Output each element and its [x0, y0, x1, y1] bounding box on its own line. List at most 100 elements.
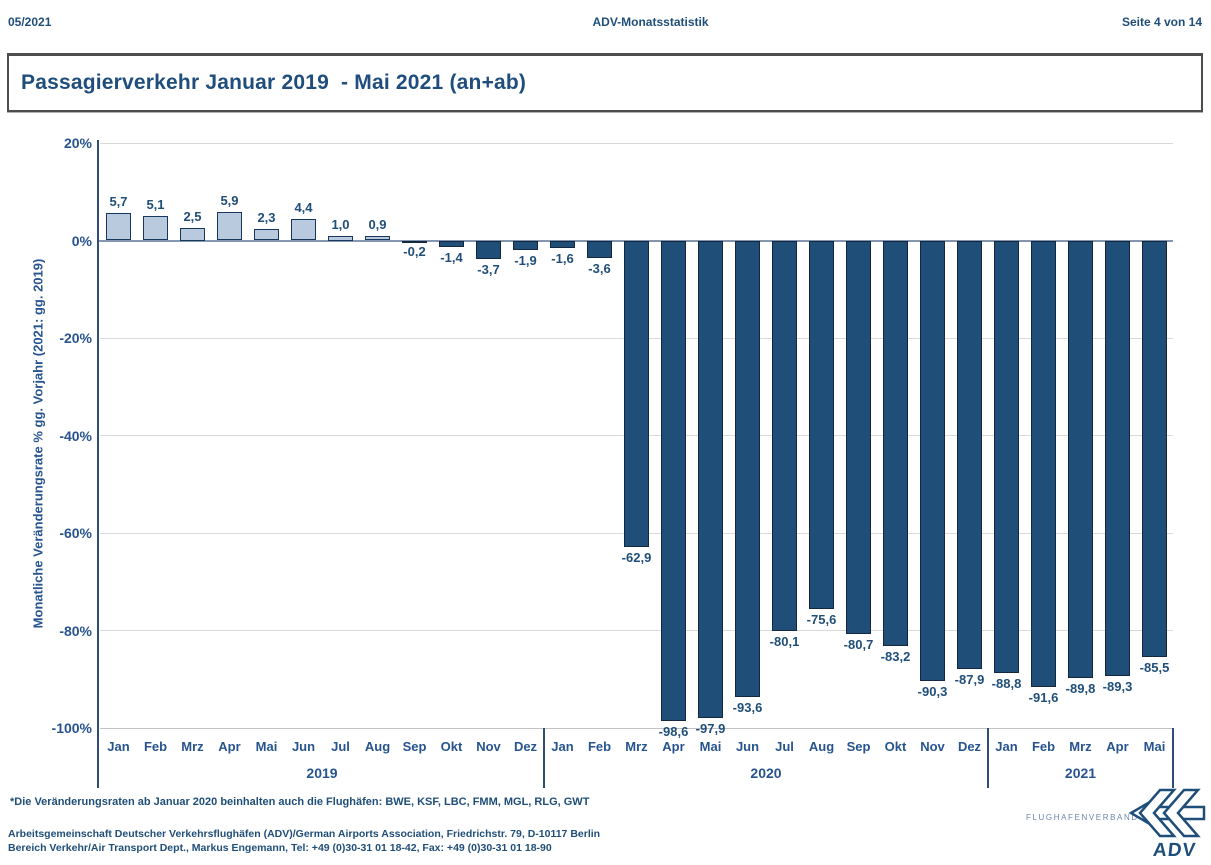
bar	[254, 229, 279, 241]
bar	[439, 240, 464, 248]
bar-value-label: -91,6	[1028, 690, 1059, 706]
bar	[883, 240, 908, 647]
header-title: ADV-Monatsstatistik	[592, 15, 709, 29]
bar	[994, 240, 1019, 674]
adv-logo-text: ADV	[1151, 840, 1198, 861]
y-tick-label: 20%	[63, 135, 92, 151]
x-month-label: Feb	[1031, 739, 1056, 754]
x-year-label: 2019	[306, 765, 338, 781]
x-month-label: Mai	[1143, 739, 1166, 754]
gridline	[100, 727, 1173, 729]
y-tick-label: -20%	[59, 330, 92, 346]
bar	[772, 240, 797, 631]
y-tick-label: -40%	[59, 427, 92, 444]
bar-value-label: -1,9	[514, 252, 537, 268]
x-month-label: Mrz	[181, 739, 204, 754]
adv-chevron-logo-icon	[1128, 788, 1206, 838]
bar	[1068, 240, 1093, 679]
x-month-label: Mai	[699, 739, 722, 754]
x-month-label: Mrz	[625, 739, 648, 754]
x-month-label: Mai	[255, 739, 278, 754]
logo-association-name: FLUGHAFENVERBAND	[1026, 813, 1139, 822]
x-month-label: Nov	[476, 739, 501, 754]
header-issue: 05/2021	[8, 15, 52, 29]
x-month-label: Feb	[143, 739, 168, 754]
year-separator	[987, 728, 989, 788]
bar	[217, 211, 242, 241]
bar	[513, 240, 538, 250]
x-month-label: Jan	[107, 739, 130, 754]
bar	[920, 240, 945, 681]
x-month-label: Jan	[551, 739, 574, 754]
bar-value-label: -75,6	[806, 612, 837, 628]
bar-value-label: -62,9	[621, 550, 652, 566]
x-month-label: Feb	[587, 739, 612, 754]
x-month-label: Dez	[513, 739, 538, 754]
footer-address: Arbeitsgemeinschaft Deutscher Verkehrsfl…	[8, 828, 601, 840]
bar-value-label: -89,3	[1102, 678, 1133, 694]
bar	[291, 219, 316, 241]
bar-value-label: 4,4	[294, 200, 313, 216]
bar	[957, 240, 982, 669]
x-month-label: Jul	[331, 739, 350, 754]
x-month-label: Dez	[957, 739, 982, 754]
y-tick-label: -80%	[59, 622, 92, 639]
bar-value-label: -98,6	[658, 724, 689, 740]
bar	[846, 240, 871, 634]
x-month-label: Jun	[291, 739, 316, 754]
bar	[402, 240, 427, 243]
bar-value-label: -87,9	[954, 672, 985, 687]
bar	[365, 236, 390, 241]
x-month-label: Okt	[884, 739, 907, 754]
bar	[143, 215, 168, 241]
footer-contact: Bereich Verkehr/Air Transport Dept., Mar…	[8, 842, 552, 854]
header-page-number: Seite 4 von 14	[1121, 15, 1202, 29]
bar-value-label: 0,9	[368, 217, 387, 233]
bar-value-label: 5,7	[109, 193, 128, 209]
bar	[476, 240, 501, 259]
y-tick-label: 0%	[71, 232, 92, 249]
bar	[180, 228, 205, 241]
x-month-label: Apr	[218, 739, 241, 754]
x-month-label: Mrz	[1069, 739, 1092, 754]
chart-title-box: Passagierverkehr Januar 2019 - Mai 2021 …	[7, 53, 1203, 112]
bar-value-label: 1,0	[331, 216, 350, 232]
chart-title: Passagierverkehr Januar 2019 - Mai 2021 …	[21, 71, 527, 94]
bar-value-label: 5,9	[220, 192, 239, 208]
bar-value-label: -97,9	[695, 720, 726, 736]
bar-value-label: -89,8	[1065, 681, 1096, 697]
chart-footnote: *Die Veränderungsraten ab Januar 2020 be…	[10, 796, 590, 808]
bar-value-label: -1,6	[551, 251, 574, 267]
bar-value-label: -93,6	[732, 699, 763, 715]
bar-value-label: -3,6	[588, 261, 611, 277]
x-year-label: 2021	[1064, 765, 1097, 781]
bar	[735, 240, 760, 697]
bar-value-label: -88,8	[991, 676, 1022, 692]
bar	[1105, 240, 1130, 676]
bar-value-label: -83,2	[880, 649, 911, 665]
x-month-label: Nov	[920, 739, 945, 754]
bar-value-label: -80,1	[769, 633, 800, 649]
bar-value-label: 2,3	[257, 210, 276, 226]
year-separator	[1172, 728, 1174, 788]
y-tick-label: -100%	[51, 720, 92, 736]
bar-value-label: -85,5	[1139, 660, 1170, 676]
x-month-label: Apr	[662, 739, 685, 754]
x-month-label: Sep	[846, 739, 871, 754]
gridline	[100, 630, 1173, 631]
x-month-label: Okt	[440, 739, 463, 754]
x-month-label: Jan	[995, 739, 1018, 754]
bar	[624, 240, 649, 548]
y-tick-label: -60%	[59, 525, 92, 541]
x-month-label: Jun	[735, 739, 760, 754]
year-separator	[543, 728, 545, 788]
bar	[587, 240, 612, 259]
x-month-label: Sep	[402, 739, 427, 754]
bar-value-label: -80,7	[843, 636, 874, 652]
y-axis-line	[97, 140, 99, 788]
x-month-label: Apr	[1106, 739, 1129, 754]
bar-value-label: -90,3	[917, 683, 948, 699]
bar	[698, 240, 723, 718]
bar	[550, 240, 575, 249]
